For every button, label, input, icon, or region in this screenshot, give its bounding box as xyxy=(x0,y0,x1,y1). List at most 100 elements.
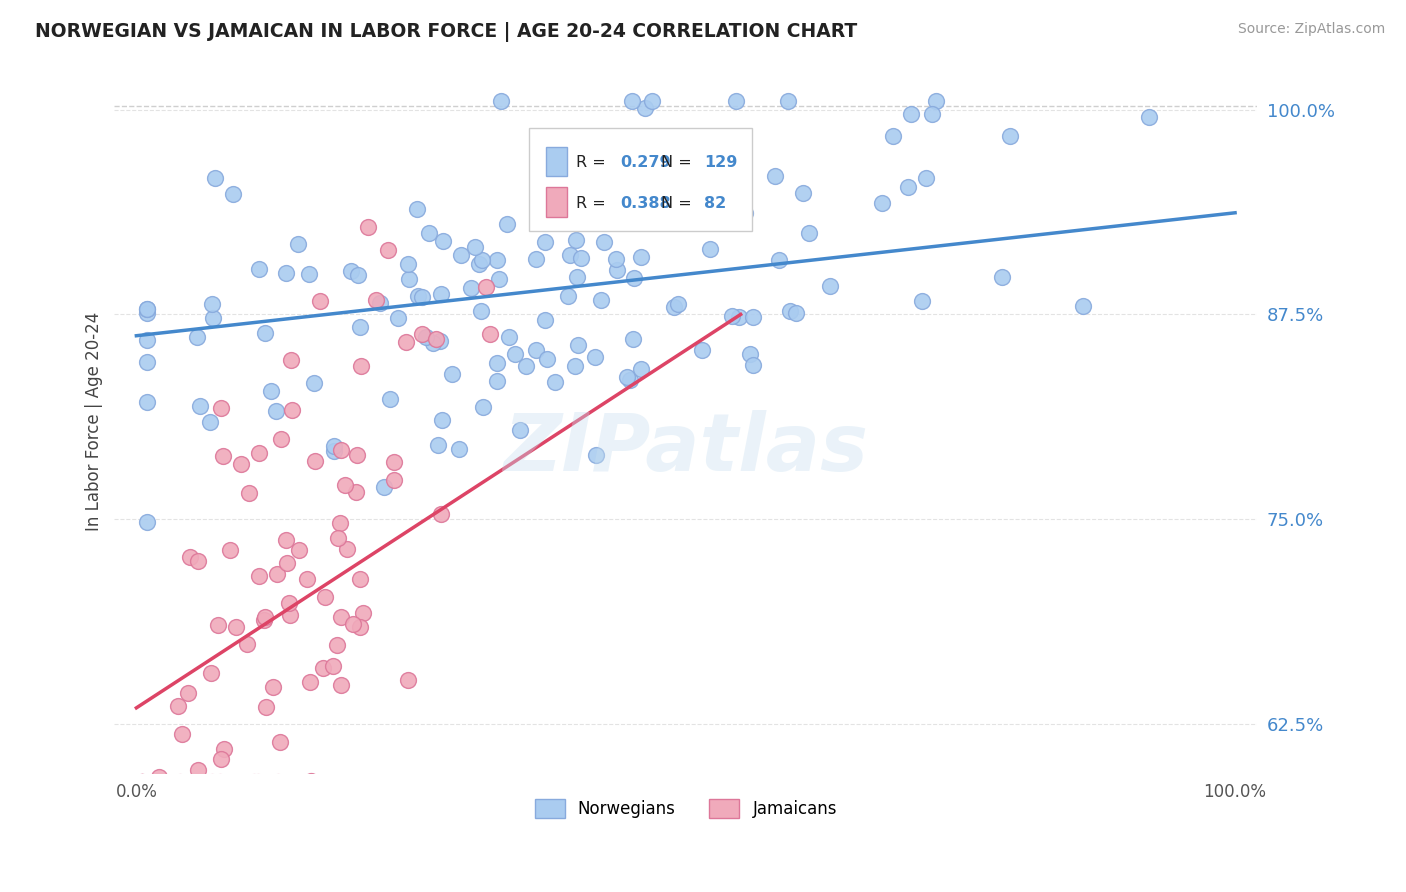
Point xyxy=(911,294,934,309)
Point xyxy=(314,591,336,605)
Point xyxy=(429,334,451,349)
Point xyxy=(347,268,370,282)
Point xyxy=(270,432,292,446)
Point xyxy=(515,359,537,373)
Point xyxy=(145,774,167,789)
Point xyxy=(536,351,558,366)
Point xyxy=(526,252,548,267)
Point xyxy=(776,95,799,109)
Point xyxy=(429,507,451,521)
Point xyxy=(330,678,353,692)
Point xyxy=(312,661,335,675)
Point xyxy=(990,269,1012,284)
Point xyxy=(280,608,302,623)
Point xyxy=(449,442,471,456)
Point xyxy=(269,735,291,749)
Point xyxy=(818,279,841,293)
Point xyxy=(326,638,349,652)
Point xyxy=(201,310,224,325)
Point xyxy=(243,774,266,789)
Point xyxy=(470,304,492,318)
Point xyxy=(634,101,657,115)
Point xyxy=(207,617,229,632)
Point xyxy=(287,236,309,251)
Point xyxy=(394,334,416,349)
Point xyxy=(406,289,429,303)
Point xyxy=(276,266,298,280)
Point xyxy=(329,442,352,457)
Point xyxy=(167,699,190,714)
Point xyxy=(298,267,321,281)
Point xyxy=(557,289,579,303)
Text: N =: N = xyxy=(661,196,696,211)
Point xyxy=(565,233,588,247)
Point xyxy=(382,473,405,487)
Text: R =: R = xyxy=(576,196,612,211)
Point xyxy=(136,302,159,317)
Point xyxy=(336,541,359,556)
Point xyxy=(260,384,283,399)
Point xyxy=(186,774,208,789)
Point xyxy=(472,401,495,415)
Point xyxy=(131,774,153,789)
Point xyxy=(247,262,270,277)
Point xyxy=(342,617,364,632)
Point xyxy=(699,242,721,256)
Point xyxy=(344,484,367,499)
Point xyxy=(326,532,349,546)
Point xyxy=(560,248,582,262)
Point xyxy=(734,205,756,219)
FancyBboxPatch shape xyxy=(529,128,752,231)
Point xyxy=(616,370,638,384)
Point xyxy=(298,675,321,690)
Point xyxy=(136,515,159,529)
Point xyxy=(219,543,242,558)
Point xyxy=(460,281,482,295)
Point xyxy=(534,313,557,327)
Point xyxy=(567,338,589,352)
Text: Source: ZipAtlas.com: Source: ZipAtlas.com xyxy=(1237,22,1385,37)
Point xyxy=(387,310,409,325)
Point xyxy=(295,572,318,586)
Point xyxy=(567,269,589,284)
Point xyxy=(763,169,786,183)
Point xyxy=(602,156,624,170)
Point xyxy=(274,533,297,547)
Point xyxy=(340,264,363,278)
Point xyxy=(212,741,235,756)
Point xyxy=(201,297,224,311)
Point xyxy=(779,304,801,318)
Point xyxy=(430,413,453,427)
Point xyxy=(373,480,395,494)
Point xyxy=(619,373,641,387)
Point xyxy=(468,257,491,271)
Point xyxy=(281,403,304,417)
Point xyxy=(741,359,763,373)
Point xyxy=(276,556,298,570)
Point xyxy=(882,129,904,144)
Point xyxy=(418,227,440,241)
Point xyxy=(662,300,685,314)
Point xyxy=(136,355,159,369)
Point xyxy=(247,446,270,460)
Point xyxy=(253,610,276,624)
Point xyxy=(564,359,586,373)
Point xyxy=(411,290,433,304)
Point xyxy=(768,252,790,267)
Point xyxy=(212,449,235,463)
Point xyxy=(236,637,259,651)
Point xyxy=(914,170,936,185)
Point xyxy=(489,95,512,109)
Point xyxy=(406,202,429,216)
Point xyxy=(486,374,509,388)
Point xyxy=(640,95,662,109)
Point xyxy=(187,763,209,777)
Point xyxy=(673,183,696,197)
Point xyxy=(198,415,221,429)
Point xyxy=(998,128,1021,143)
Point xyxy=(540,214,562,228)
Point xyxy=(534,235,557,250)
Point xyxy=(209,401,232,416)
Point xyxy=(509,424,531,438)
Point xyxy=(792,186,814,201)
